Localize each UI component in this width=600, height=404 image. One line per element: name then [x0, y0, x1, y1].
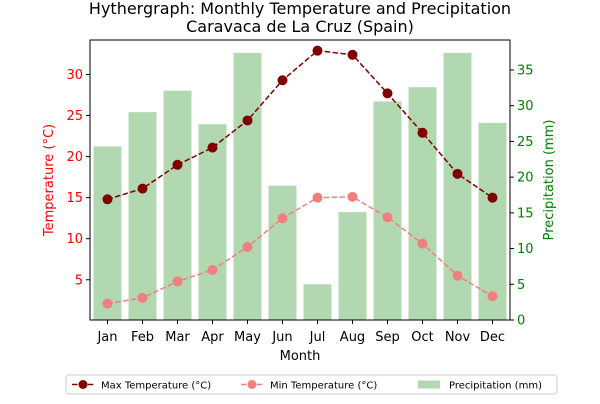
min-temp-point-oct [417, 238, 428, 249]
precipitation-bar-may [233, 52, 262, 320]
x-tick-label: Jan [96, 330, 117, 345]
legend: Max Temperature (°C) Min Temperature (°C)… [65, 374, 558, 395]
legend-marker-min-temp [247, 380, 257, 389]
chart-subtitle: Caravaca de La Cruz (Spain) [186, 17, 414, 36]
precipitation-bars [93, 52, 507, 321]
min-temp-point-may [242, 241, 253, 252]
right-tick-label: 20 [517, 171, 534, 186]
min-temp-point-jul [312, 192, 323, 203]
min-temp-point-jun [277, 213, 288, 224]
right-axis-label: Precipitation (mm) [542, 120, 557, 241]
max-temp-point-apr [207, 142, 218, 153]
max-temp-point-sep [382, 88, 393, 99]
precipitation-bar-jun [268, 185, 297, 320]
max-temp-point-mar [172, 159, 183, 170]
precipitation-bar-jan [93, 146, 122, 320]
legend-frame [65, 374, 558, 395]
left-tick-label: 15 [66, 191, 83, 206]
right-tick-label: 0 [517, 314, 525, 329]
legend-marker-max-temp [78, 380, 88, 389]
precipitation-bar-aug [338, 212, 367, 320]
max-temp-point-dec [487, 192, 498, 203]
x-tick-label: Aug [340, 330, 365, 345]
max-temp-line [107, 49, 493, 201]
x-tick-label: Dec [480, 330, 505, 345]
left-tick-label: 20 [66, 150, 83, 165]
min-temp-line [107, 196, 493, 305]
max-temp-point-aug [347, 49, 358, 60]
legend-label-max-temp: Max Temperature (°C) [101, 381, 211, 392]
left-tick-label: 25 [66, 109, 83, 124]
precipitation-bar-dec [478, 122, 507, 320]
max-temp-point-jan [102, 194, 113, 205]
right-tick-label: 35 [517, 64, 534, 79]
max-temp-point-oct [417, 127, 428, 138]
right-tick-label: 15 [517, 206, 534, 221]
x-tick-label: May [234, 330, 261, 345]
max-temp-point-jun [277, 75, 288, 86]
right-tick-label: 10 [517, 242, 534, 257]
plot-frame [89, 39, 511, 321]
right-tick-label: 30 [517, 99, 534, 114]
left-tick-label: 5 [75, 273, 83, 288]
min-temp-point-feb [137, 292, 148, 303]
min-temp-point-nov [452, 270, 463, 281]
min-temp-point-apr [207, 264, 218, 275]
x-tick-label: Feb [131, 330, 154, 345]
legend-swatch-precipitation [418, 380, 440, 389]
precipitation-bar-sep [373, 101, 402, 320]
min-temp-point-jan [102, 298, 113, 309]
x-tick-label: Mar [165, 330, 190, 345]
max-temp-point-may [242, 115, 253, 126]
right-tick-label: 5 [517, 278, 525, 293]
x-tick-label: Apr [201, 330, 224, 345]
max-temp-point-nov [452, 168, 463, 179]
x-tick-label: Nov [445, 330, 471, 345]
left-tick-label: 10 [66, 232, 83, 247]
right-tick-label: 25 [517, 135, 534, 150]
x-tick-label: Jul [309, 330, 326, 345]
max-temp-point-feb [137, 183, 148, 194]
x-axis-label: Month [280, 349, 321, 364]
temperature-lines [102, 45, 498, 309]
min-temp-point-sep [382, 212, 393, 223]
min-temp-point-mar [172, 276, 183, 287]
max-temp-point-jul [312, 45, 323, 56]
precipitation-bar-jul [303, 284, 332, 320]
x-tick-label: Sep [375, 330, 400, 345]
left-axis-label: Temperature (°C) [42, 124, 57, 237]
precipitation-bar-apr [198, 124, 227, 321]
legend-label-precipitation: Precipitation (mm) [449, 381, 542, 392]
min-temp-point-dec [487, 291, 498, 302]
left-tick-label: 30 [66, 68, 83, 83]
legend-label-min-temp: Min Temperature (°C) [270, 381, 377, 392]
x-tick-label: Oct [411, 330, 433, 345]
chart-title: Hythergraph: Monthly Temperature and Pre… [89, 0, 511, 18]
min-temp-point-aug [347, 191, 358, 202]
precipitation-bar-feb [128, 112, 157, 321]
axes: Jan Feb Mar Apr May Jun Jul Aug Sep Oct Nov Dec 5 10 1… [66, 39, 534, 345]
x-tick-label: Jun [271, 330, 292, 345]
precipitation-bar-oct [408, 87, 437, 321]
